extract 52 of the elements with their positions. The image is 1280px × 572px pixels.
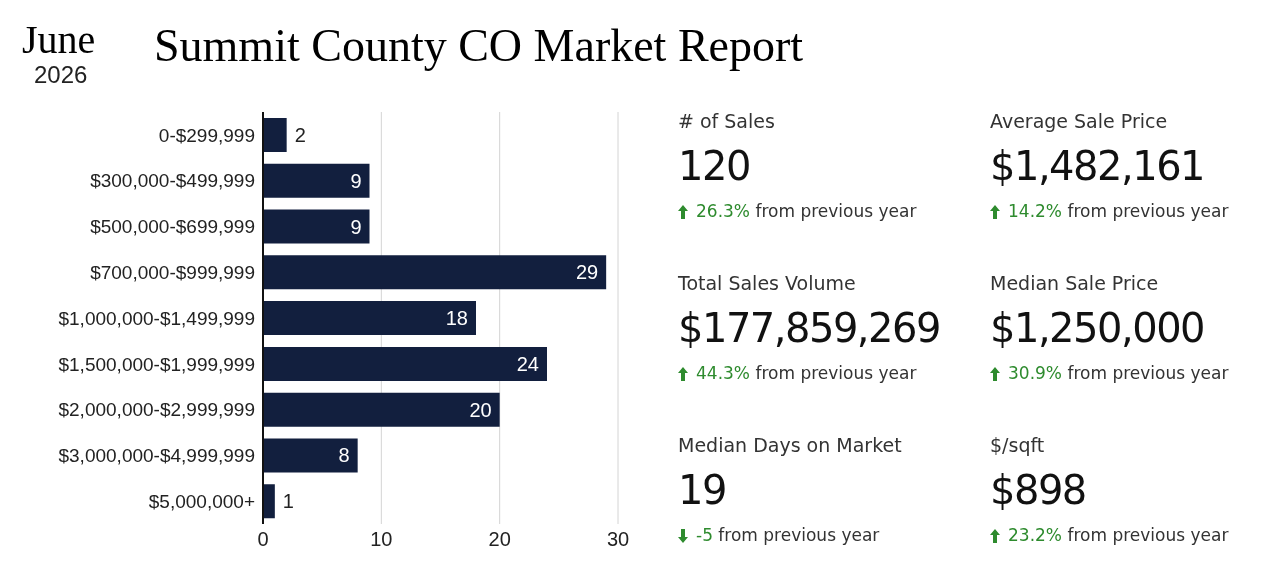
text: 44.3% from previous year [695, 362, 918, 385]
bar [263, 392, 500, 427]
chart-title: Summit County CO Market Report [154, 19, 805, 73]
data-label: 29 [575, 261, 599, 284]
bar [263, 118, 287, 152]
y-tick-label: $700,000-$999,999 [90, 261, 255, 283]
y-tick-label: $5,000,000+ [148, 490, 255, 512]
y-tick-label: $300,000-$499,999 [90, 170, 255, 192]
text: $1,250,000 [990, 304, 1206, 353]
text: $177,859,269 [678, 304, 941, 353]
y-tick-label: $1,000,000-$1,499,999 [58, 307, 255, 329]
y-tick-label: $2,000,000-$2,999,999 [58, 399, 255, 421]
text: 2026 [34, 61, 88, 88]
y-tick-label: $500,000-$699,999 [90, 216, 255, 238]
y-tick-label: 0-$299,999 [158, 124, 255, 146]
text: Total Sales Volume [678, 271, 857, 296]
x-tick-label: 20 [488, 528, 511, 551]
x-tick-label: 0 [257, 528, 269, 551]
data-label: 18 [445, 307, 468, 330]
text: $898 [990, 466, 1087, 515]
bar [263, 301, 476, 336]
bar [263, 438, 358, 473]
text: June [22, 17, 96, 62]
y-tick-label: $1,500,000-$1,999,999 [58, 353, 255, 375]
data-label: 9 [350, 169, 362, 192]
bar [263, 484, 275, 519]
text: Median Sale Price [990, 271, 1160, 296]
bar [263, 346, 547, 381]
bar [263, 163, 370, 198]
y-tick-label: $3,000,000-$4,999,999 [58, 445, 255, 467]
text: 30.9% from previous year [1007, 362, 1230, 385]
bar [263, 255, 607, 290]
data-label: 24 [516, 352, 539, 375]
text: Average Sale Price [990, 109, 1169, 134]
text: $/sqft [990, 433, 1046, 458]
text: Median Days on Market [678, 433, 903, 458]
data-label: 20 [469, 398, 492, 421]
data-label: 8 [338, 444, 350, 467]
x-tick-label: 10 [370, 528, 393, 551]
bar [263, 209, 370, 244]
text: $1,482,161 [990, 142, 1206, 191]
text: 26.3% from previous year [695, 200, 918, 223]
x-tick-label: 30 [606, 528, 630, 551]
text: 23.2% from previous year [1007, 524, 1230, 547]
data-label: 9 [350, 215, 362, 238]
text: 120 [678, 142, 751, 191]
data-label: 2 [294, 124, 306, 146]
text: 14.2% from previous year [1007, 200, 1230, 223]
text: # of Sales [678, 109, 776, 134]
text: 19 [678, 466, 727, 515]
text: -5 from previous year [695, 524, 881, 547]
data-label: 1 [282, 490, 294, 513]
